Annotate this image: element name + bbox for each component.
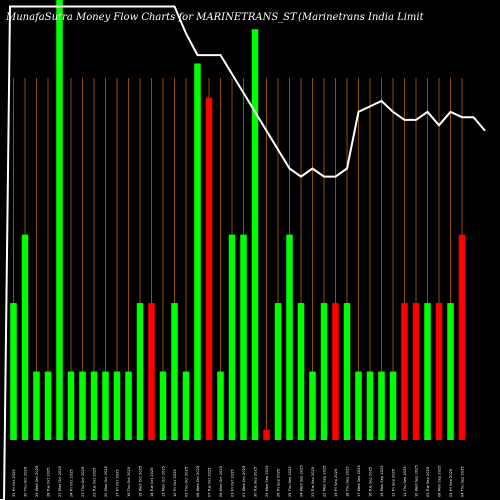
x-tick-label: 05 Fri Sep 2025: [449, 469, 453, 497]
x-tick-label: 17 Fri Oct 2025: [116, 469, 120, 497]
x-tick-label: 18 Thu Sep 2025: [346, 466, 350, 497]
bar: [389, 371, 397, 440]
x-axis-ticks: 31 Fri Oct 2025 30 Thu Oct 2025 29 Wed Oct…: [12, 465, 465, 497]
bar: [136, 303, 144, 440]
x-tick-label: 29 Mon Sep 2025: [265, 466, 269, 498]
bar: [182, 371, 190, 440]
x-tick-label: 04 Thu Sep 2025: [461, 466, 465, 497]
x-tick-label: 31 Fri Oct 2025: [12, 469, 16, 497]
x-tick-label: 26 Fri Sep 2025: [277, 469, 281, 497]
bar: [355, 371, 362, 440]
chart-subtitle: (Marinetrans India Limit: [298, 12, 425, 23]
bar: [90, 371, 98, 440]
x-tick-label: 10 Fri Oct 2025: [173, 469, 177, 497]
x-tick-label: 25 Thu Sep 2025: [288, 466, 292, 497]
bar: [263, 429, 270, 440]
bar: [44, 371, 52, 440]
x-tick-label: 24 Wed Sep 2025: [300, 465, 304, 497]
bar: [309, 371, 316, 440]
x-tick-label: 22 Mon Sep 2025: [323, 466, 327, 498]
x-tick-label: 14 Tue Oct 2025: [150, 468, 154, 498]
bar: [401, 303, 408, 440]
bar: [21, 234, 29, 440]
bar: [228, 234, 236, 440]
x-tick-label: 20 Mon Oct 2025: [104, 466, 108, 497]
x-tick-label: 10 Wed Sep 2025: [415, 465, 419, 497]
bar: [217, 371, 224, 440]
x-tick-label: 06 Mon Oct 2025: [219, 466, 223, 497]
bar: [159, 371, 167, 440]
x-tick-label: 15 Wed Oct 2025: [139, 466, 143, 497]
x-tick-label: 21 Tue Oct 2025: [93, 468, 97, 498]
x-tick-label: 16 Thu Oct 2025: [127, 467, 131, 497]
x-tick-label: 03 Fri Oct 2025: [231, 469, 235, 497]
x-tick-label: 23 Thu Oct 2025: [81, 467, 85, 497]
x-tick-label: 30 Thu Oct 2025: [24, 467, 28, 497]
x-tick-label: 24 Fri Oct 2025: [70, 469, 74, 497]
bar: [320, 303, 328, 440]
x-tick-label: 09 Thu Oct 2025: [185, 467, 189, 497]
x-tick-label: 15 Mon Sep 2025: [380, 466, 384, 498]
bar: [435, 303, 443, 440]
bar: [447, 303, 454, 440]
x-tick-label: 12 Fri Sep 2025: [392, 469, 396, 497]
x-tick-label: 16 Tue Sep 2025: [369, 467, 373, 497]
chart-title: MunafaSutra Money Flow Charts for MARINE…: [5, 12, 298, 23]
x-tick-label: 29 Wed Oct 2025: [35, 466, 39, 497]
bar: [67, 371, 75, 440]
bar: [102, 371, 109, 440]
bar: [343, 303, 351, 440]
bar: [33, 371, 40, 440]
bar: [458, 234, 466, 440]
x-tick-label: 13 Mon Oct 2025: [162, 466, 166, 497]
bar: [412, 303, 420, 440]
x-tick-label: 09 Tue Sep 2025: [426, 467, 430, 497]
flow-line: [0, 5, 486, 500]
x-tick-label: 08 Mon Sep 2025: [438, 466, 442, 498]
bar: [171, 303, 178, 440]
x-tick-label: 30 Tue Sep 2025: [254, 467, 258, 497]
x-tick-label: 01 Wed Oct 2025: [242, 466, 246, 497]
x-tick-label: 27 Mon Oct 2025: [58, 466, 62, 497]
bars: [10, 0, 466, 440]
bar: [286, 234, 293, 440]
bar: [378, 371, 385, 440]
bar: [366, 371, 374, 440]
bar: [274, 303, 282, 440]
bar: [148, 303, 155, 440]
bar: [332, 303, 339, 440]
x-tick-label: 17 Wed Sep 2025: [357, 465, 361, 497]
bar: [56, 0, 63, 440]
x-tick-label: 07 Tue Oct 2025: [208, 468, 212, 498]
bar: [10, 303, 17, 440]
bar: [113, 371, 121, 440]
bar: [194, 63, 201, 440]
x-tick-label: 08 Wed Oct 2025: [196, 466, 200, 497]
bar: [79, 371, 86, 440]
x-tick-label: 11 Thu Sep 2025: [403, 466, 407, 497]
bar: [297, 303, 305, 440]
bar: [205, 97, 213, 440]
bar: [125, 371, 132, 440]
x-tick-label: 28 Tue Oct 2025: [47, 468, 51, 498]
x-tick-label: 23 Tue Sep 2025: [311, 467, 315, 497]
bar: [240, 234, 247, 440]
bar: [251, 29, 259, 440]
bar: [424, 303, 431, 440]
x-tick-label: 19 Fri Sep 2025: [334, 469, 338, 497]
